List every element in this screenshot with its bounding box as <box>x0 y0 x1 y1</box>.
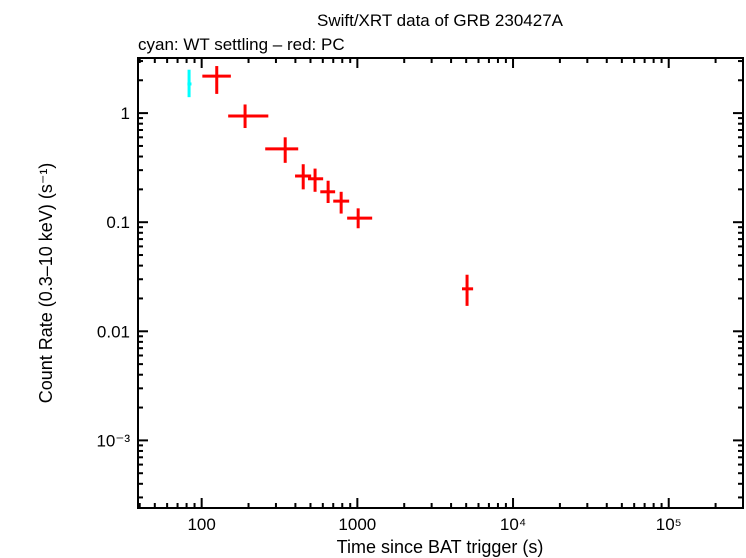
y-tick-label: 10⁻³ <box>96 431 130 450</box>
chart-title: Swift/XRT data of GRB 230427A <box>317 11 564 30</box>
x-tick-label: 10⁵ <box>656 515 682 534</box>
data-point <box>265 137 299 163</box>
x-tick-label: 10⁴ <box>500 515 526 534</box>
data-point <box>308 168 324 192</box>
y-tick-label: 0.1 <box>106 213 130 232</box>
y-axis-label: Count Rate (0.3–10 keV) (s⁻¹) <box>36 163 56 404</box>
x-tick-label: 100 <box>187 515 215 534</box>
data-point <box>347 208 373 229</box>
data-point <box>228 104 269 129</box>
chart-subtitle: cyan: WT settling – red: PC <box>138 35 345 54</box>
data-point <box>202 66 231 94</box>
y-tick-label: 1 <box>121 104 130 123</box>
data-point <box>461 274 474 306</box>
data-point <box>187 69 192 98</box>
data-point <box>295 164 312 190</box>
x-axis-label: Time since BAT trigger (s) <box>337 537 544 557</box>
y-tick-label: 0.01 <box>97 322 130 341</box>
data-point <box>333 191 350 214</box>
data-point <box>320 180 336 203</box>
x-tick-label: 1000 <box>338 515 376 534</box>
plot-frame <box>137 57 744 509</box>
